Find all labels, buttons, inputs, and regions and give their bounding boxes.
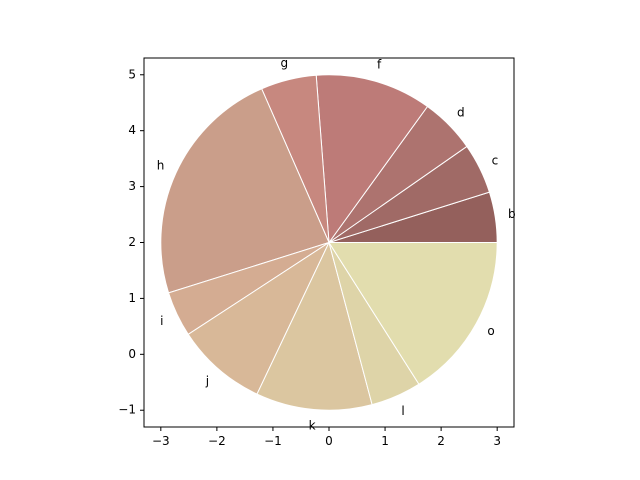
slice-label-l: l bbox=[401, 404, 404, 418]
y-tick-label: −1 bbox=[118, 403, 136, 417]
slice-label-h: h bbox=[157, 159, 165, 173]
y-tick-label: 1 bbox=[128, 291, 136, 305]
y-tick-label: 3 bbox=[128, 179, 136, 193]
y-tick-label: 4 bbox=[128, 123, 136, 137]
slice-label-c: c bbox=[492, 154, 499, 168]
pie-slice-h bbox=[160, 88, 330, 294]
slice-label-f: f bbox=[377, 57, 382, 71]
y-axis-ticks: −1 0 1 2 3 4 5 bbox=[118, 67, 144, 417]
pie-slice-k bbox=[256, 242, 373, 411]
slice-label-o: o bbox=[487, 324, 494, 338]
x-tick-label: 1 bbox=[381, 434, 389, 448]
y-tick-label: 5 bbox=[128, 67, 136, 81]
x-tick-label: −2 bbox=[208, 434, 226, 448]
x-tick-label: −3 bbox=[152, 434, 170, 448]
pie-slice-o bbox=[328, 242, 498, 385]
x-tick-label: 0 bbox=[325, 434, 333, 448]
x-tick-label: 2 bbox=[437, 434, 445, 448]
pie-slice-f bbox=[315, 74, 428, 243]
slice-label-b: b bbox=[508, 207, 516, 221]
y-tick-label: 0 bbox=[128, 347, 136, 361]
slice-label-i: i bbox=[160, 314, 163, 328]
x-tick-label: 3 bbox=[493, 434, 501, 448]
pie-slice-j bbox=[187, 242, 330, 395]
x-tick-label: −1 bbox=[264, 434, 282, 448]
pie-wedges bbox=[160, 74, 498, 411]
slice-labels: b c d f g h i j k l o bbox=[157, 56, 516, 433]
slice-label-j: j bbox=[205, 374, 209, 388]
x-axis-ticks: −3 −2 −1 0 1 2 3 bbox=[152, 427, 501, 448]
slice-label-g: g bbox=[280, 56, 288, 70]
slice-label-k: k bbox=[309, 419, 316, 433]
slice-label-d: d bbox=[457, 106, 465, 120]
y-tick-label: 2 bbox=[128, 235, 136, 249]
